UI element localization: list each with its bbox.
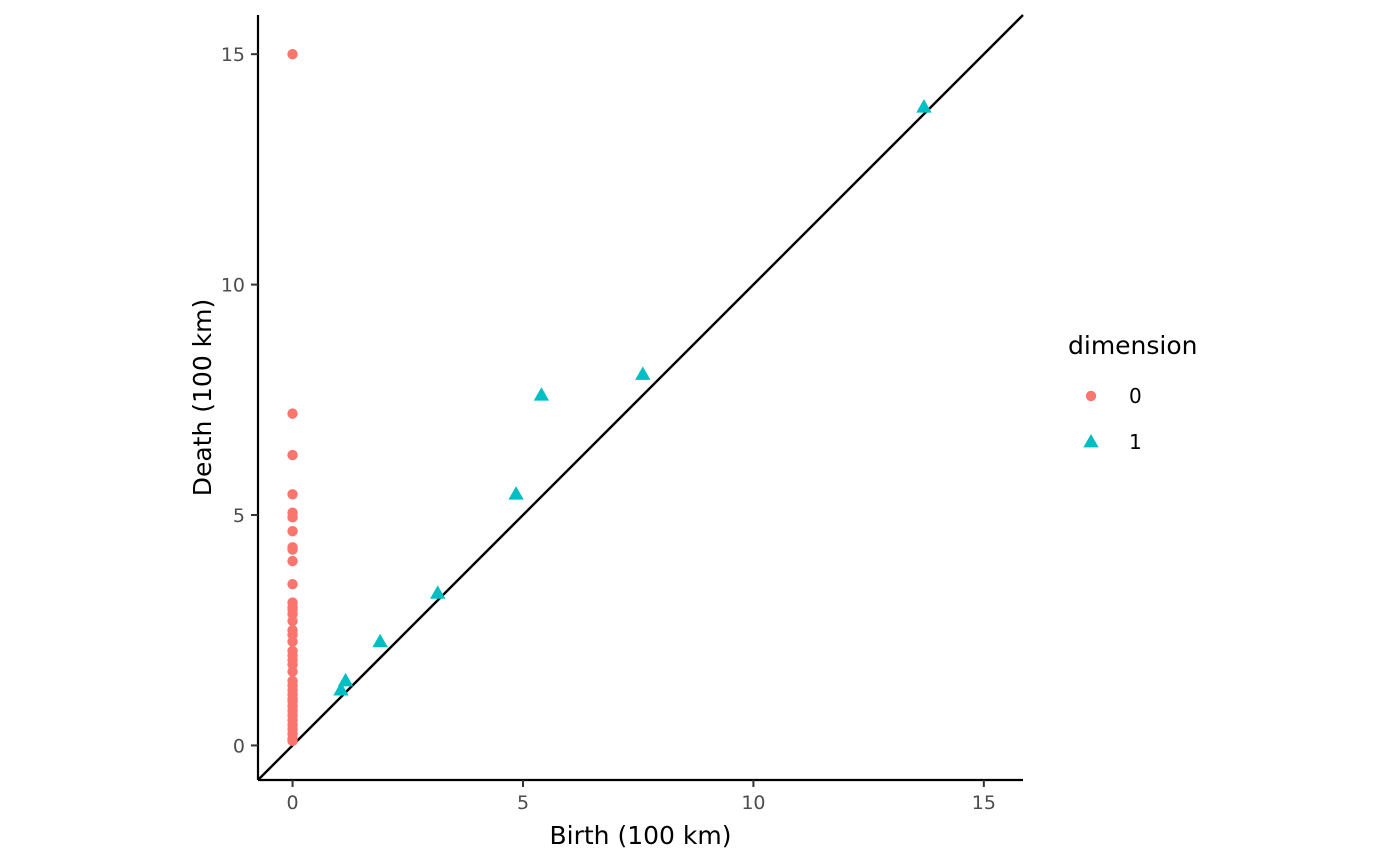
legend-title: dimension (1068, 331, 1198, 360)
point-dim-0 (287, 525, 298, 537)
point-dim-1 (333, 682, 349, 696)
legend-label-0: 0 (1129, 384, 1142, 408)
point-dim-0 (287, 555, 298, 567)
point-dim-0 (287, 48, 298, 60)
point-dim-1 (430, 585, 446, 599)
point-dim-0 (287, 735, 298, 747)
axes-layer (256, 15, 1023, 782)
y-tick-label: 5 (233, 505, 245, 527)
point-dim-1 (916, 99, 932, 113)
point-dim-0 (287, 489, 298, 500)
point-dim-0 (287, 408, 298, 419)
x-tick-label: 10 (741, 792, 765, 814)
point-dim-0 (287, 512, 298, 523)
x-tick-label: 15 (972, 792, 996, 814)
diagonal-line (257, 14, 1024, 781)
y-axis-title: Death (100 km) (188, 299, 217, 497)
legend-items: 01 (1083, 384, 1142, 454)
point-dim-1 (508, 486, 524, 500)
y-tick-label: 15 (221, 44, 245, 66)
point-dim-0 (287, 544, 298, 555)
y-tick-label: 10 (221, 275, 245, 297)
point-dim-1 (635, 366, 651, 380)
ticks-layer: 0 5 10 15 0 5 10 15 (221, 44, 996, 814)
point-dim-0 (287, 449, 298, 461)
legend-key-1 (1083, 434, 1099, 448)
legend: dimension 01 (1068, 331, 1198, 454)
point-dim-0 (287, 615, 298, 627)
legend-key-0 (1085, 390, 1097, 402)
point-dim-1 (533, 387, 550, 401)
point-dim-0 (287, 636, 298, 647)
point-dim-1 (337, 672, 354, 687)
marks-layer (257, 14, 1024, 781)
x-tick-label: 5 (517, 792, 529, 814)
x-tick-label: 0 (287, 792, 299, 814)
legend-label-1: 1 (1129, 430, 1142, 454)
point-dim-0 (287, 578, 298, 590)
point-dim-1 (372, 633, 388, 648)
x-axis-title: Birth (100 km) (550, 821, 732, 850)
y-tick-label: 0 (233, 735, 245, 757)
point-dim-0 (287, 666, 298, 677)
